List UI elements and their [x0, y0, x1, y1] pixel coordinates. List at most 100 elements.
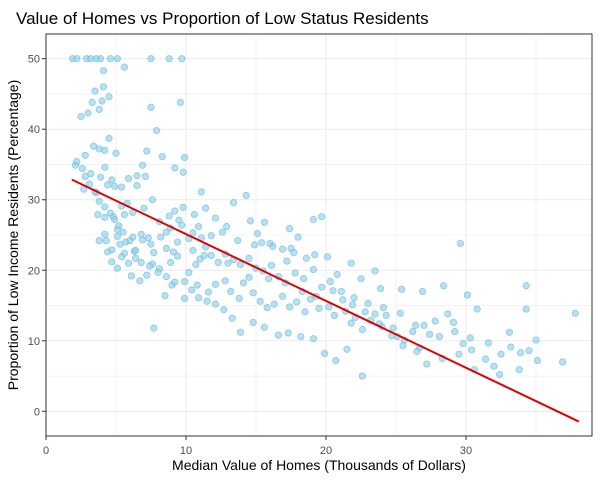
- scatter-point: [211, 214, 219, 222]
- y-tick-label: 30: [28, 195, 40, 207]
- scatter-point: [137, 258, 145, 267]
- scatter-point: [455, 350, 463, 358]
- scatter-point: [176, 98, 184, 107]
- scatter-point: [77, 112, 85, 121]
- scatter-point: [111, 215, 119, 224]
- scatter-point: [323, 253, 331, 261]
- scatter-point: [104, 248, 112, 256]
- scatter-point: [318, 213, 326, 221]
- scatter-point: [490, 362, 498, 370]
- scatter-point: [165, 212, 173, 220]
- scatter-point: [181, 294, 189, 303]
- scatter-point: [256, 297, 264, 305]
- x-tick-label: 20: [320, 445, 332, 457]
- x-tick-label: 30: [460, 445, 472, 457]
- scatter-point: [220, 306, 228, 314]
- scatter-point: [167, 258, 175, 267]
- scatter-point: [309, 265, 317, 274]
- scatter-point: [118, 183, 126, 191]
- scatter-point: [228, 314, 236, 322]
- scatter-point: [278, 245, 287, 253]
- scatter-point: [111, 182, 119, 190]
- scatter-point: [200, 251, 208, 260]
- scatter-point: [143, 147, 151, 155]
- scatter-point: [343, 345, 351, 353]
- scatter-point: [189, 229, 197, 237]
- scatter-point: [339, 296, 347, 304]
- scatter-point: [125, 259, 133, 267]
- scatter-point: [150, 324, 158, 332]
- scatter-point: [420, 321, 428, 329]
- scatter-point: [418, 287, 427, 296]
- scatter-point: [371, 310, 379, 318]
- scatter-point: [245, 273, 253, 281]
- scatter-point: [350, 294, 358, 302]
- y-tick-label: 10: [28, 336, 40, 348]
- scatter-point: [294, 233, 302, 241]
- scatter-point: [285, 303, 294, 311]
- scatter-point: [148, 196, 156, 204]
- scatter-point: [178, 55, 186, 63]
- scatter-point: [224, 259, 232, 267]
- scatter-point: [330, 311, 338, 319]
- y-axis-label: Proportion of Low Income Residents (Perc…: [5, 80, 21, 391]
- scatter-point: [139, 161, 147, 169]
- scatter-point: [481, 355, 490, 363]
- x-tick-label: 0: [43, 445, 49, 457]
- scatter-point: [347, 319, 355, 327]
- scatter-point: [101, 203, 109, 211]
- scatter-point: [95, 105, 103, 114]
- scatter-point: [242, 191, 250, 200]
- scatter-point: [181, 277, 189, 286]
- scatter-point: [260, 323, 268, 331]
- scatter-point: [90, 142, 98, 150]
- scatter-point: [507, 343, 515, 351]
- scatter-point: [516, 349, 525, 357]
- scatter-point: [270, 300, 278, 308]
- scatter-point: [274, 331, 282, 339]
- scatter-point: [357, 275, 365, 283]
- scatter-point: [467, 346, 476, 354]
- scatter-point: [311, 251, 319, 259]
- scatter-point: [181, 153, 189, 162]
- scatter-point: [115, 222, 123, 230]
- scatter-point: [315, 304, 323, 312]
- scatter-point: [396, 309, 404, 317]
- scatter-point: [211, 300, 219, 308]
- scatter-point: [84, 109, 92, 117]
- scatter-point: [174, 252, 182, 260]
- scatter-point: [522, 282, 530, 290]
- scatter-point: [99, 83, 108, 91]
- scatter-point: [292, 298, 301, 306]
- scatter-point: [174, 238, 182, 246]
- scatter-point: [108, 176, 116, 184]
- scatter-point: [397, 285, 406, 293]
- scatter-point: [463, 291, 471, 299]
- scatter-point: [246, 217, 254, 225]
- scatter-point: [376, 284, 385, 293]
- scatter-point: [515, 366, 523, 374]
- scatter-point: [260, 218, 268, 226]
- y-tick-label: 0: [34, 406, 40, 418]
- scatter-point: [364, 299, 372, 308]
- scatter-point: [473, 305, 481, 313]
- scatter-point: [291, 269, 299, 277]
- scatter-point: [147, 240, 155, 248]
- scatter-point: [263, 304, 271, 312]
- scatter-point: [119, 228, 127, 236]
- scatter-point: [202, 204, 210, 212]
- scatter-point: [120, 210, 129, 219]
- scatter-point: [525, 347, 533, 355]
- scatter-point: [379, 304, 387, 312]
- scatter-point: [214, 258, 222, 267]
- scatter-point: [185, 268, 193, 276]
- scatter-point: [361, 308, 369, 316]
- scatter-point: [522, 305, 530, 313]
- scatter-point: [197, 188, 205, 196]
- scatter-point: [203, 297, 211, 305]
- chart-title: Value of Homes vs Proportion of Low Stat…: [16, 9, 429, 28]
- scatter-point: [333, 270, 341, 279]
- scatter-point: [269, 242, 277, 250]
- scatter-point: [409, 328, 417, 336]
